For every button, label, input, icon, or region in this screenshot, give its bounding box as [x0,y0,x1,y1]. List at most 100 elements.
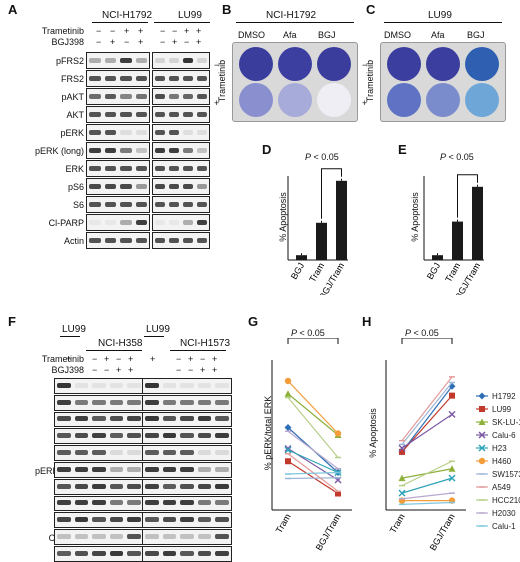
blot-band [145,534,159,540]
blot-band [109,500,124,506]
blot-band [215,450,229,456]
blot-band [74,416,89,422]
panel-b-underline [236,22,354,23]
treatment-sign: + [196,37,202,47]
panel-h-letter: H [362,314,372,329]
blot-band [162,550,177,556]
blot-band [145,433,159,439]
panel-c-underline [384,22,502,23]
treatment-sign: + [172,37,178,47]
blot-band [197,237,207,243]
blot-band [183,129,193,135]
tick-label: Tram [307,261,326,284]
blot-band [135,57,147,63]
blot-band [92,483,106,489]
panel-c-well-afa-plus [426,83,460,117]
series-line [401,382,453,445]
blot-label: Cl-PARP [48,218,84,228]
blot-band [215,433,229,439]
blot-strip [142,478,232,495]
blot-band [104,75,116,81]
blot-band [135,219,147,225]
blot-band [145,416,159,422]
blot-band [155,219,165,225]
blot-strip [152,124,210,141]
blot-band [180,500,194,506]
panel-f-cellline-2: NCI-H358 [98,338,143,349]
bar [472,186,483,260]
blot-band [183,147,193,153]
series-line [287,449,339,474]
blot-band [183,237,193,243]
data-point [399,448,405,455]
blot-band [74,399,89,405]
blot-band [215,382,229,388]
data-point [478,444,486,452]
blot-band [109,382,124,388]
blot-strip [54,478,144,495]
tick-label: Tram [443,261,462,284]
blot-strip [152,52,210,69]
blot-band [215,483,229,489]
blot-band [120,201,132,207]
blot-label: FRS2 [60,74,84,84]
blot-band [89,129,101,135]
blot-band [109,450,124,456]
blot-band [197,147,207,153]
blot-strip [152,70,210,87]
treatment-sign: + [150,354,156,364]
blot-band [197,219,207,225]
panel-c-col-1: DMSO [384,30,411,40]
blot-band [162,500,177,506]
blot-band [215,534,229,540]
blot-band [169,183,179,189]
blot-band [197,433,212,439]
treatment-sign: − [92,354,98,364]
panel-a-underline-2 [154,22,210,23]
data-point [284,424,292,431]
panel-b-well-dmso-plus [239,83,273,117]
blot-strip [86,70,150,87]
panel-b-row-minus: − [214,60,220,70]
blot-band [215,416,229,422]
blot-band [197,75,207,81]
blot-band [92,500,106,506]
blot-band [197,129,207,135]
blot-band [92,517,106,523]
treatment-sign: + [200,365,206,375]
legend-label: Calu-1 [492,522,516,531]
treatment-sign: + [138,26,144,36]
blot-band [57,466,71,472]
blot-band [183,219,193,225]
data-point [448,465,456,472]
blot-strip [142,512,232,529]
panel-f-letter: F [8,314,16,329]
blot-strip [152,232,210,249]
treatment-sign: + [124,26,130,36]
treatment-sign: + [116,365,122,375]
panel-b-letter: B [222,2,232,17]
treatment-sign: + [184,26,190,36]
panel-b-plate [232,42,358,122]
data-point [335,490,341,497]
panel-c-col-2: Afa [431,30,445,40]
treatment-sign: − [124,37,130,47]
treatment-sign: − [96,37,102,47]
panel-f-cellline-4: NCI-H1573 [180,338,231,349]
blot-strip [54,428,144,445]
treatment-sign: + [212,354,218,364]
blot-band [89,111,101,117]
blot-band [127,416,141,422]
blot-band [145,550,159,556]
blot-band [155,75,165,81]
blot-band [180,433,194,439]
blot-band [215,500,229,506]
blot-strip [86,160,150,177]
data-point [448,410,456,418]
blot-band [162,416,177,422]
panel-b-well-afa-plus [278,83,312,117]
blot-band [197,93,207,99]
treatment-sign: + [66,354,72,364]
blot-band [89,57,101,63]
